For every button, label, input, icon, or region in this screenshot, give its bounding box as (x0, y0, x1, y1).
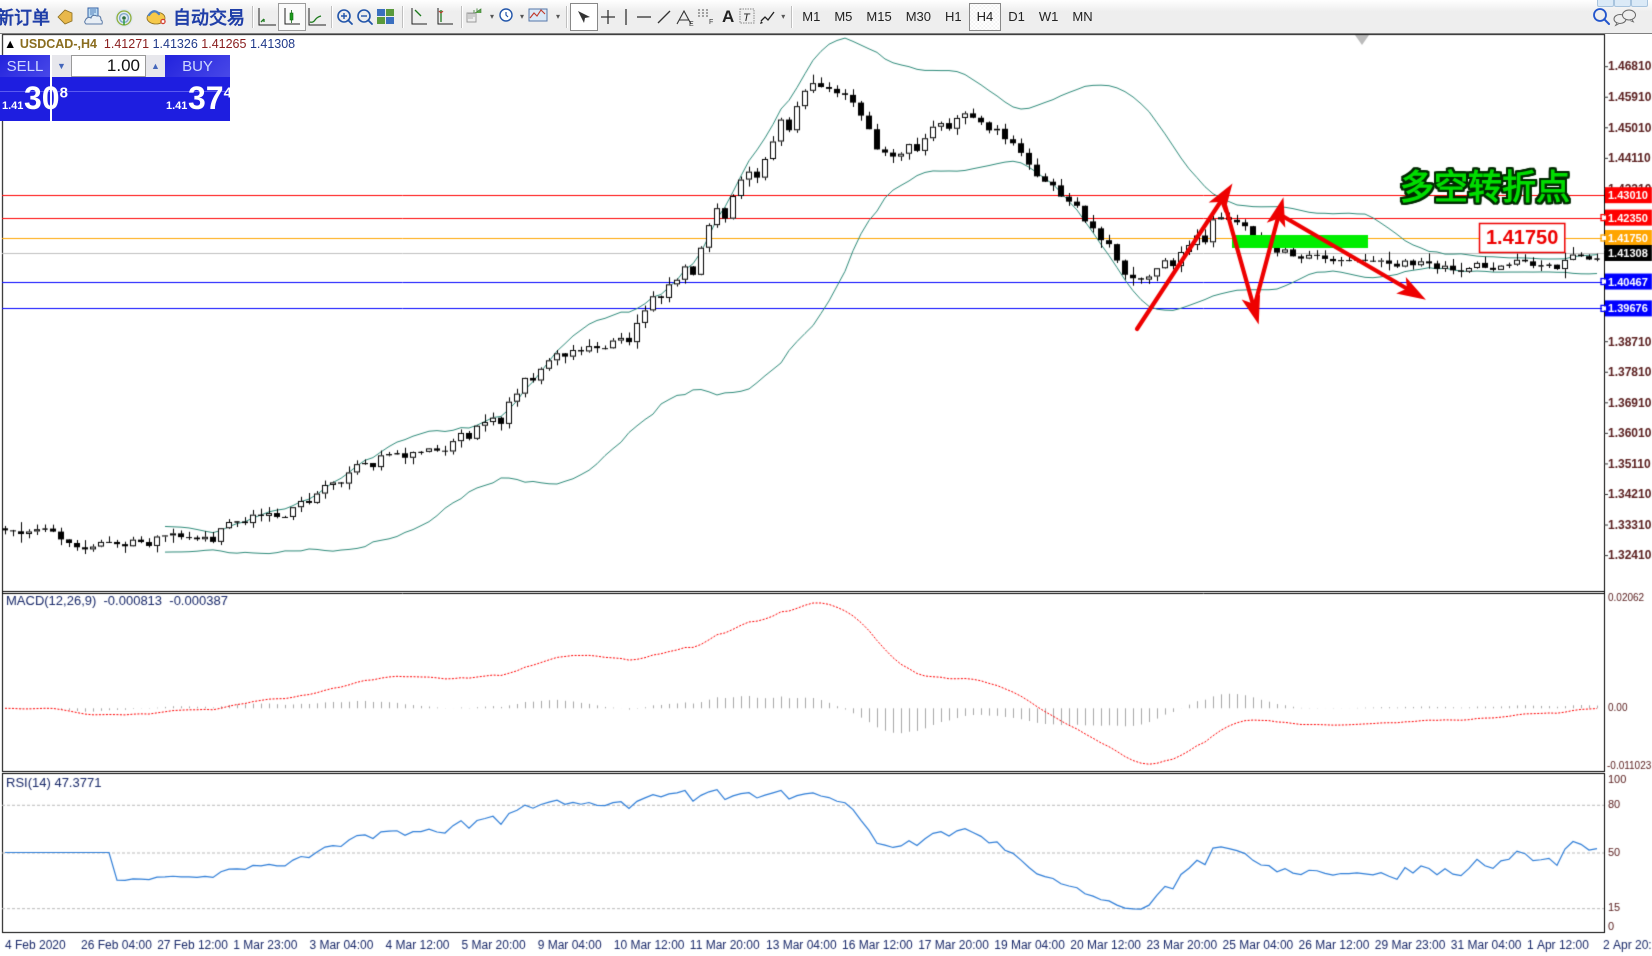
svg-text:T: T (743, 12, 751, 24)
svg-text:F: F (709, 19, 713, 26)
svg-text:E: E (689, 21, 694, 27)
